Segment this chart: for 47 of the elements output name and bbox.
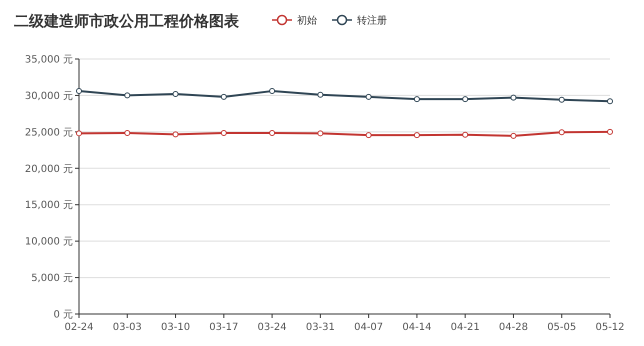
point xyxy=(220,130,227,136)
point xyxy=(124,92,130,98)
y-tick-label: 25,000 元 xyxy=(24,127,73,138)
point xyxy=(607,98,613,104)
point xyxy=(414,132,420,138)
point xyxy=(317,130,324,136)
x-tick-label: 04-14 xyxy=(402,322,432,333)
point xyxy=(269,88,276,94)
point xyxy=(76,130,82,136)
point xyxy=(510,132,516,139)
point xyxy=(269,130,276,136)
point xyxy=(366,94,372,100)
x-tick-label: 03-24 xyxy=(258,322,287,333)
y-tick-label: 10,000 元 xyxy=(24,236,73,248)
y-tick-label: 5,000 元 xyxy=(31,273,73,284)
point xyxy=(414,96,420,102)
point xyxy=(220,94,227,100)
point xyxy=(510,94,516,101)
point xyxy=(607,128,613,135)
point xyxy=(462,132,468,138)
point xyxy=(317,92,324,98)
point xyxy=(462,96,468,102)
y-tick-label: 15,000 元 xyxy=(24,200,73,212)
point xyxy=(124,130,130,136)
x-tick-label: 04-21 xyxy=(450,322,480,333)
x-tick-label: 03-10 xyxy=(161,322,190,333)
x-tick-label: 03-31 xyxy=(306,322,335,333)
x-tick-label: 04-07 xyxy=(354,322,384,333)
chart-title: 二级建造师市政公用工程价格图表 xyxy=(14,12,240,30)
point xyxy=(558,129,565,136)
y-tick-label: 0 元 xyxy=(53,310,73,320)
point xyxy=(172,131,179,138)
point xyxy=(172,90,179,97)
y-tick-label: 35,000 元 xyxy=(24,54,73,66)
x-tick-label: 05-05 xyxy=(547,322,576,333)
point xyxy=(558,96,565,103)
x-tick-label: 05-12 xyxy=(595,322,625,333)
x-tick-label: 03-03 xyxy=(112,322,142,333)
legend-label: 转注册 xyxy=(357,14,387,26)
legend-label: 初始 xyxy=(297,14,317,26)
x-tick-label: 04-28 xyxy=(498,322,528,333)
point xyxy=(366,132,372,138)
x-tick-label: 02-24 xyxy=(64,322,94,333)
y-tick-label: 30,000 元 xyxy=(24,90,73,102)
y-tick-label: 20,000 元 xyxy=(24,164,73,175)
point xyxy=(76,88,82,94)
x-tick-label: 03-17 xyxy=(209,322,238,333)
